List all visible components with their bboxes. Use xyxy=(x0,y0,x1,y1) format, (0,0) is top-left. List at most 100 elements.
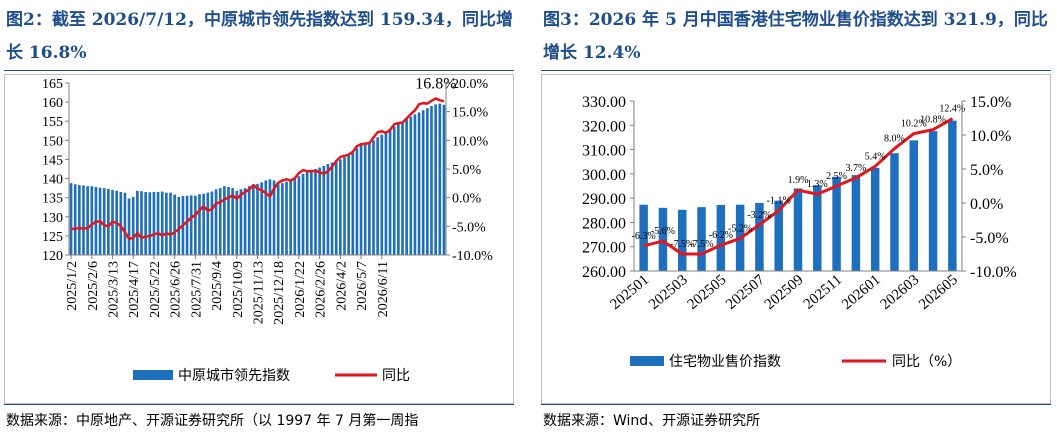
index-bar xyxy=(102,188,106,255)
index-bar xyxy=(235,190,239,255)
yoy-line xyxy=(70,97,445,241)
left-y-tick-label: 280.00 xyxy=(582,215,626,232)
left-y-tick-label: 300.00 xyxy=(582,167,626,184)
price-index-bar xyxy=(813,185,822,271)
x-tick-label: 2025/9/4 xyxy=(210,261,225,311)
index-bar xyxy=(417,112,421,255)
index-bar xyxy=(276,184,280,255)
right-y-tick-label: 5.0% xyxy=(452,163,482,178)
left-y-tick-label: 120 xyxy=(42,249,63,264)
index-bar xyxy=(252,185,255,255)
x-tick-label: 2026/1/22 xyxy=(293,261,308,318)
yoy-data-label: -3.2% xyxy=(747,210,771,221)
index-bar xyxy=(189,195,193,255)
index-bar xyxy=(334,160,338,255)
x-tick-label: 2026/4/2 xyxy=(334,261,349,311)
right-y-tick-label: 5.0% xyxy=(970,162,1003,179)
index-bar xyxy=(322,165,326,255)
index-bar xyxy=(281,183,284,255)
left-figure-source: 数据来源：中原地产、开源证券研究所（以 1997 年 7 月第一周指 xyxy=(6,413,419,429)
right-y-tick-label: 0.0% xyxy=(452,192,482,207)
x-tick-label: 2025/3/13 xyxy=(107,261,122,318)
left-y-tick-label: 155 xyxy=(42,115,63,130)
index-bar xyxy=(173,194,176,255)
right-y-tick-label: -10.0% xyxy=(970,264,1017,281)
index-bar xyxy=(131,196,135,255)
right-source-divider xyxy=(541,404,1051,405)
legend-bar-swatch xyxy=(133,370,173,380)
index-bar xyxy=(310,169,313,255)
left-y-tick-label: 320.00 xyxy=(582,118,626,135)
index-bar xyxy=(86,186,89,255)
right-title-divider xyxy=(541,70,1051,71)
price-index-bar xyxy=(870,167,880,271)
price-index-bar xyxy=(832,176,841,271)
right-y-tick-label: 10.0% xyxy=(970,128,1011,145)
right-y-tick-label: 15.0% xyxy=(452,106,489,121)
yoy-data-label: -1.1% xyxy=(767,195,791,206)
right-chart: 260.00 270.00 280.00 290.00 300.00 310.00 320.… xyxy=(582,94,1017,370)
x-tick-label: 2025/5/22 xyxy=(148,261,163,318)
legend-bar-label: 住宅物业售价指数 xyxy=(669,354,781,370)
x-tick-label: 202601 xyxy=(839,272,884,313)
index-bar xyxy=(330,162,334,255)
price-index-bar xyxy=(948,120,957,271)
index-bar xyxy=(165,192,168,255)
yoy-data-label: 5.4% xyxy=(865,151,886,162)
index-bar xyxy=(227,186,230,255)
yoy-data-label: -7.5% xyxy=(670,239,694,250)
price-index-bar xyxy=(793,188,803,271)
index-bar xyxy=(185,195,189,255)
x-tick-label: 2026/2/26 xyxy=(314,261,329,318)
yoy-data-label: 2.5% xyxy=(826,171,847,182)
yoy-data-label: 8.0% xyxy=(884,134,905,145)
yoy-data-label: 12.4% xyxy=(939,104,965,115)
yoy-data-label: -6.3% xyxy=(632,231,656,242)
x-tick-label: 202507 xyxy=(723,271,768,313)
price-index-bar xyxy=(658,207,668,271)
price-index-bar xyxy=(639,204,648,271)
price-index-bar xyxy=(755,203,764,271)
index-bar xyxy=(405,118,408,255)
legend-line-label: 同比 xyxy=(382,368,410,384)
index-bar xyxy=(285,181,288,255)
index-bar xyxy=(305,171,309,255)
index-bar xyxy=(318,167,321,255)
left-y-tick-label: 260.00 xyxy=(582,264,626,281)
x-tick-label: 202511 xyxy=(801,272,845,313)
right-y-tick-label: 20.0% xyxy=(452,77,489,92)
index-bar xyxy=(177,196,181,255)
yoy-data-label: -5.6% xyxy=(651,226,675,237)
x-tick-label: 2025/11/13 xyxy=(252,261,267,324)
index-bar xyxy=(351,151,355,255)
x-tick-label: 2026/5/7 xyxy=(355,261,370,311)
left-y-tick-label: 140 xyxy=(42,173,63,188)
yoy-data-label: -6.2% xyxy=(709,230,733,241)
legend-bar-label: 中原城市领先指数 xyxy=(178,367,290,384)
left-figure-title: 图2：截至 2026/7/12，中原城市领先指数达到 159.34，同比增长 1… xyxy=(6,10,513,63)
x-tick-label: 2025/6/26 xyxy=(169,261,184,318)
right-figure-source: 数据来源：Wind、开源证券研究所 xyxy=(543,413,761,429)
index-bar xyxy=(198,194,201,255)
left-y-tick-label: 290.00 xyxy=(582,191,626,208)
right-y-tick-label: 10.0% xyxy=(452,134,489,149)
index-bar xyxy=(426,108,429,255)
index-bar xyxy=(202,193,205,255)
index-bar xyxy=(73,184,77,255)
index-bar xyxy=(368,141,371,255)
left-y-tick-label: 160 xyxy=(42,96,63,111)
index-bar xyxy=(314,169,317,255)
right-y-tick-label: 0.0% xyxy=(970,196,1003,213)
left-y-tick-label: 165 xyxy=(42,77,63,92)
right-y-tick-label: -10.0% xyxy=(452,249,493,264)
index-bar xyxy=(355,147,359,255)
index-bar xyxy=(293,177,297,255)
index-bar xyxy=(136,190,139,255)
index-bar xyxy=(152,191,156,255)
index-bar xyxy=(343,157,346,255)
index-bar xyxy=(127,198,131,255)
yoy-line xyxy=(643,117,954,256)
x-tick-label: 202605 xyxy=(916,272,961,313)
price-index-bar xyxy=(774,200,783,271)
right-figure-panel: 图3：2026 年 5 月中国香港住宅物业售价指数达到 321.9，同比增长 1… xyxy=(537,0,1057,437)
